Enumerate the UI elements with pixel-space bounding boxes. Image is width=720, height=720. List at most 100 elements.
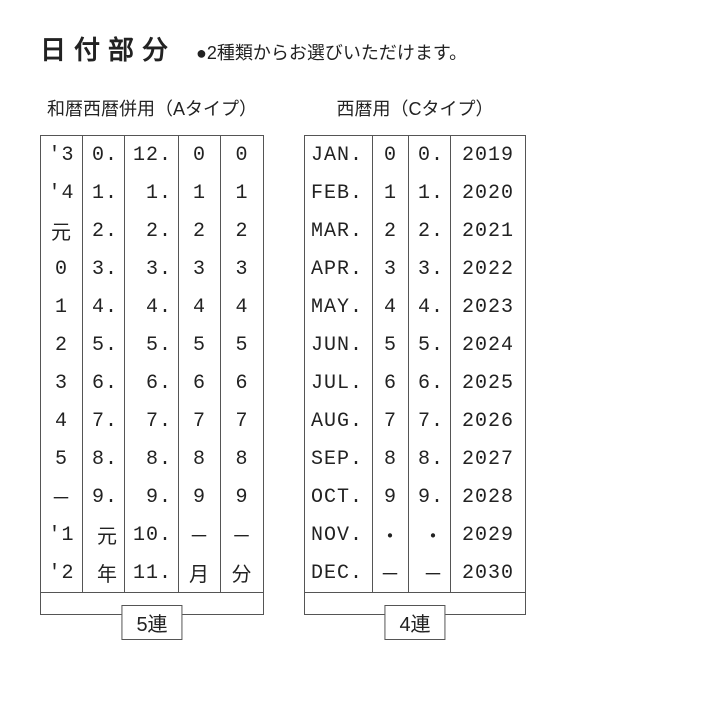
table-cell: APR. xyxy=(305,250,372,288)
table-cell: 1 xyxy=(179,174,220,212)
table-cell: 10. xyxy=(125,516,178,554)
table-cell: 7. xyxy=(125,402,178,440)
table-cell: － xyxy=(409,554,450,592)
table-cell: DEC. xyxy=(305,554,372,592)
table-cell: OCT. xyxy=(305,478,372,516)
table-cell: 2 xyxy=(373,212,408,250)
table-cell: 5 xyxy=(179,326,220,364)
table-cell: 0 xyxy=(221,136,263,174)
table-cell: 4. xyxy=(125,288,178,326)
table-cell: FEB. xyxy=(305,174,372,212)
table-cell: 6. xyxy=(409,364,450,402)
table-cell: 3. xyxy=(409,250,450,288)
table-column: 12.1.2.3.4.5.6.7.8.9.10.11. xyxy=(125,136,179,592)
table-cell: 5 xyxy=(373,326,408,364)
table-cell: 元 xyxy=(41,212,82,250)
table-cell: 2020 xyxy=(451,174,525,212)
table-cell: 0. xyxy=(83,136,124,174)
table-column: 2019202020212022202320242025202620272028… xyxy=(451,136,525,592)
table-cell: 1. xyxy=(125,174,178,212)
table-cell: 7. xyxy=(409,402,450,440)
table-cell: 9. xyxy=(83,478,124,516)
table-cell: 4 xyxy=(179,288,220,326)
table-cell: 2. xyxy=(125,212,178,250)
table-cell: 2019 xyxy=(451,136,525,174)
table-cell: 年 xyxy=(83,554,124,592)
table-cell: 12. xyxy=(125,136,178,174)
table-cell: 6. xyxy=(83,364,124,402)
table-cell: 0 xyxy=(41,250,82,288)
table-cell: 4 xyxy=(41,402,82,440)
table-cell: 9. xyxy=(409,478,450,516)
bracket-c-label: 4連 xyxy=(384,605,445,640)
table-cell: 2029 xyxy=(451,516,525,554)
table-cell: 4 xyxy=(221,288,263,326)
table-cell: 2 xyxy=(221,212,263,250)
type-a-label: 和暦西暦併用（Aタイプ） xyxy=(47,95,257,121)
table-cell: 8. xyxy=(125,440,178,478)
table-cell: '1 xyxy=(41,516,82,554)
table-cell: 3. xyxy=(125,250,178,288)
table-cell: '4 xyxy=(41,174,82,212)
table-cell: JUL. xyxy=(305,364,372,402)
table-cell: 1. xyxy=(83,174,124,212)
table-cell: 1 xyxy=(221,174,263,212)
table-cell: 2025 xyxy=(451,364,525,402)
table-cell: ・ xyxy=(373,516,408,554)
table-cell: 元 xyxy=(83,516,124,554)
table-cell: 2. xyxy=(409,212,450,250)
table-cell: '3 xyxy=(41,136,82,174)
header: 日付部分 ●2種類からお選びいただけます。 xyxy=(40,30,680,67)
table-cell: 7 xyxy=(373,402,408,440)
table-cell: 9 xyxy=(221,478,263,516)
bracket-c: 4連 xyxy=(304,593,526,653)
table-cell: ・ xyxy=(409,516,450,554)
table-cell: 3 xyxy=(373,250,408,288)
table-cell: 2030 xyxy=(451,554,525,592)
table-cell: 6 xyxy=(221,364,263,402)
table-cell: 2 xyxy=(179,212,220,250)
table-cell: － xyxy=(373,554,408,592)
page-subtitle: ●2種類からお選びいただけます。 xyxy=(196,39,467,65)
table-cell: 1 xyxy=(41,288,82,326)
type-c-label: 西暦用（Cタイプ） xyxy=(337,95,494,121)
table-column: JAN.FEB.MAR.APR.MAY.JUN.JUL.AUG.SEP.OCT.… xyxy=(305,136,373,592)
table-cell: 8. xyxy=(409,440,450,478)
table-cell: 2022 xyxy=(451,250,525,288)
table-cell: 7. xyxy=(83,402,124,440)
page-title: 日付部分 xyxy=(40,30,176,67)
table-cell: 分 xyxy=(221,554,263,592)
table-column: 0123456789－月 xyxy=(179,136,221,592)
table-cell: 9 xyxy=(179,478,220,516)
table-cell: 5. xyxy=(409,326,450,364)
table-a-block: 和暦西暦併用（Aタイプ） '3'4元012345－'1'20.1.2.3.4.5… xyxy=(40,95,264,653)
table-a-grid: '3'4元012345－'1'20.1.2.3.4.5.6.7.8.9.元年12… xyxy=(40,135,264,593)
table-cell: 7 xyxy=(221,402,263,440)
table-cell: JAN. xyxy=(305,136,372,174)
table-cell: － xyxy=(41,478,82,516)
table-cell: 8 xyxy=(179,440,220,478)
table-cell: 8 xyxy=(373,440,408,478)
table-cell: MAY. xyxy=(305,288,372,326)
table-cell: － xyxy=(179,516,220,554)
table-cell: 9. xyxy=(125,478,178,516)
table-cell: 3 xyxy=(221,250,263,288)
table-cell: 7 xyxy=(179,402,220,440)
table-c-grid: JAN.FEB.MAR.APR.MAY.JUN.JUL.AUG.SEP.OCT.… xyxy=(304,135,526,593)
table-cell: － xyxy=(221,516,263,554)
table-column: '3'4元012345－'1'2 xyxy=(41,136,83,592)
table-cell: 2021 xyxy=(451,212,525,250)
tables-row: 和暦西暦併用（Aタイプ） '3'4元012345－'1'20.1.2.3.4.5… xyxy=(40,95,680,653)
table-cell: 2024 xyxy=(451,326,525,364)
table-cell: AUG. xyxy=(305,402,372,440)
bracket-a-label: 5連 xyxy=(121,605,182,640)
table-cell: 6. xyxy=(125,364,178,402)
table-cell: 3. xyxy=(83,250,124,288)
table-cell: '2 xyxy=(41,554,82,592)
table-cell: 2. xyxy=(83,212,124,250)
table-cell: 6 xyxy=(179,364,220,402)
table-cell: 2 xyxy=(41,326,82,364)
table-c-block: 西暦用（Cタイプ） JAN.FEB.MAR.APR.MAY.JUN.JUL.AU… xyxy=(304,95,526,653)
table-column: 0123456789・－ xyxy=(373,136,409,592)
table-cell: 2026 xyxy=(451,402,525,440)
